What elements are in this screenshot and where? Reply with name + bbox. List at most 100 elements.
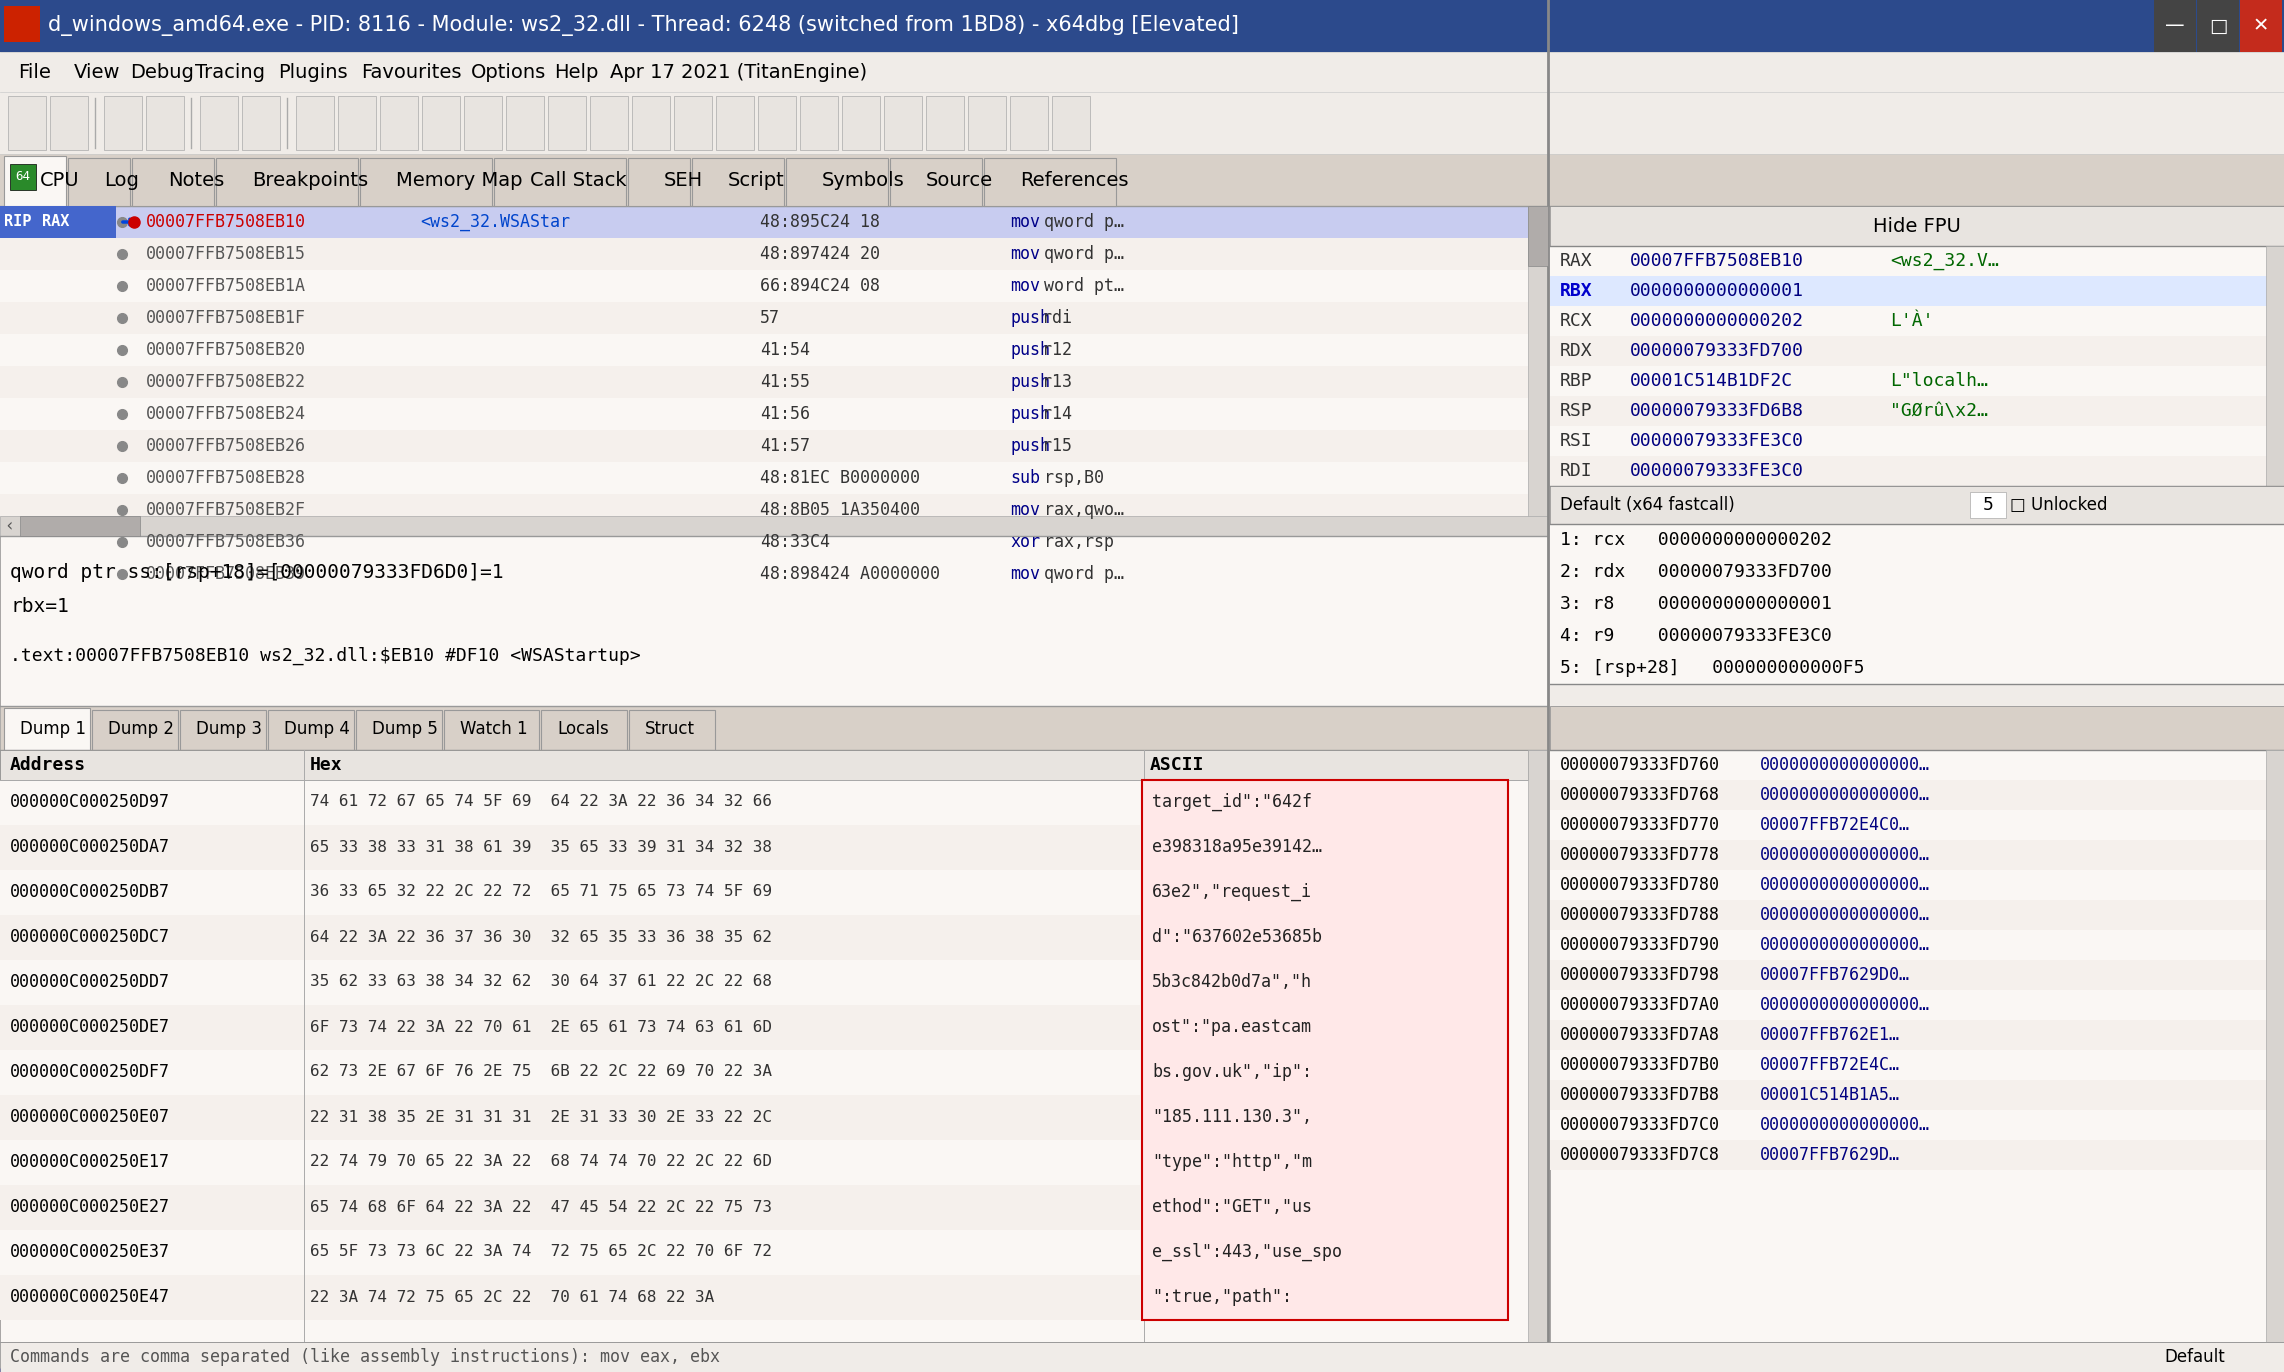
Bar xyxy=(0,516,1549,536)
Text: "type":"http","m: "type":"http","m xyxy=(1151,1152,1311,1170)
Bar xyxy=(2197,0,2238,52)
Text: Favourites: Favourites xyxy=(361,63,461,81)
Bar xyxy=(0,1095,1140,1140)
Bar xyxy=(1551,366,2284,397)
Bar xyxy=(2241,0,2282,52)
Bar xyxy=(0,1050,1140,1095)
Text: SEH: SEH xyxy=(665,172,703,191)
Text: push: push xyxy=(1010,438,1051,456)
Text: 000000C000250E47: 000000C000250E47 xyxy=(9,1288,169,1306)
Bar xyxy=(2266,750,2284,1342)
Text: rbx=1: rbx=1 xyxy=(9,597,69,616)
Bar xyxy=(361,158,491,206)
Text: 00007FFB72E4C…: 00007FFB72E4C… xyxy=(1761,1056,1900,1074)
Bar xyxy=(925,96,964,150)
Text: 0000000000000202: 0000000000000202 xyxy=(1631,311,1804,331)
Text: L'À': L'À' xyxy=(1889,311,1935,331)
Text: RAX: RAX xyxy=(1560,252,1592,270)
Bar xyxy=(132,158,215,206)
Text: target_id":"642f: target_id":"642f xyxy=(1151,793,1311,811)
Bar xyxy=(356,709,443,750)
Bar xyxy=(1551,870,2284,900)
Bar xyxy=(1528,206,1549,536)
Bar xyxy=(5,708,89,750)
Bar xyxy=(5,5,41,43)
Text: rdi: rdi xyxy=(1042,309,1071,327)
Bar xyxy=(1142,781,1507,1320)
Text: 0000000000000000…: 0000000000000000… xyxy=(1761,936,1930,954)
Text: Hide FPU: Hide FPU xyxy=(1873,217,1962,236)
Bar xyxy=(0,52,2284,92)
Text: 00007FFB7508EB20: 00007FFB7508EB20 xyxy=(146,342,306,359)
Bar xyxy=(1551,1080,2284,1110)
Bar xyxy=(758,96,797,150)
Bar xyxy=(1551,336,2284,366)
Text: File: File xyxy=(18,63,50,81)
Text: 00007FFB72E4C0…: 00007FFB72E4C0… xyxy=(1761,816,1909,834)
Text: 0000000000000000…: 0000000000000000… xyxy=(1761,906,1930,923)
Text: Options: Options xyxy=(471,63,546,81)
Bar xyxy=(1551,781,2284,809)
Text: r14: r14 xyxy=(1042,405,1071,423)
Text: 48:81EC B0000000: 48:81EC B0000000 xyxy=(761,469,920,487)
Text: Address: Address xyxy=(9,756,87,774)
Bar xyxy=(1551,1110,2284,1140)
Text: Commands are comma separated (like assembly instructions): mov eax, ebx: Commands are comma separated (like assem… xyxy=(9,1349,719,1367)
Bar xyxy=(21,516,139,536)
Text: 00007FFB7508EB24: 00007FFB7508EB24 xyxy=(146,405,306,423)
Text: 65 5F 73 73 6C 22 3A 74  72 75 65 2C 22 70 6F 72: 65 5F 73 73 6C 22 3A 74 72 75 65 2C 22 7… xyxy=(311,1244,772,1259)
Text: 00007FFB7629D…: 00007FFB7629D… xyxy=(1761,1146,1900,1163)
Text: r13: r13 xyxy=(1042,373,1071,391)
Bar xyxy=(0,915,1140,960)
Text: 63e2","request_i: 63e2","request_i xyxy=(1151,882,1311,901)
Text: 000000C000250E37: 000000C000250E37 xyxy=(9,1243,169,1261)
Text: 00000079333FD760: 00000079333FD760 xyxy=(1560,756,1720,774)
Text: e_ssl":443,"use_spo: e_ssl":443,"use_spo xyxy=(1151,1243,1343,1261)
Bar xyxy=(0,1006,1140,1050)
Text: 00007FFB7508EB1A: 00007FFB7508EB1A xyxy=(146,277,306,295)
Bar xyxy=(1971,493,2005,519)
Bar xyxy=(507,96,544,150)
Bar xyxy=(146,96,185,150)
Text: 22 3A 74 72 75 65 2C 22  70 61 74 68 22 3A: 22 3A 74 72 75 65 2C 22 70 61 74 68 22 3… xyxy=(311,1290,715,1305)
Text: 48:898424 A0000000: 48:898424 A0000000 xyxy=(761,565,941,583)
Text: Dump 2: Dump 2 xyxy=(107,720,174,738)
Text: 00000079333FE3C0: 00000079333FE3C0 xyxy=(1631,462,1804,480)
Text: Dump 5: Dump 5 xyxy=(372,720,439,738)
Text: Default: Default xyxy=(2163,1349,2225,1367)
Text: xor: xor xyxy=(1010,532,1039,552)
Bar xyxy=(0,206,1549,536)
Text: 5b3c842b0d7a","h: 5b3c842b0d7a","h xyxy=(1151,973,1311,991)
Text: 000000C000250E27: 000000C000250E27 xyxy=(9,1198,169,1216)
Text: 65 74 68 6F 64 22 3A 22  47 45 54 22 2C 22 75 73: 65 74 68 6F 64 22 3A 22 47 45 54 22 2C 2… xyxy=(311,1199,772,1214)
Bar xyxy=(297,96,333,150)
Bar xyxy=(2154,0,2195,52)
Text: 00000079333FD7A8: 00000079333FD7A8 xyxy=(1560,1026,1720,1044)
Text: Log: Log xyxy=(105,172,139,191)
Text: rsp,B0: rsp,B0 xyxy=(1035,469,1103,487)
Text: 00007FFB7508EB36: 00007FFB7508EB36 xyxy=(146,532,306,552)
Text: 00000079333FD7C0: 00000079333FD7C0 xyxy=(1560,1115,1720,1135)
Bar xyxy=(0,870,1140,915)
Bar xyxy=(0,750,1528,781)
Text: RDX: RDX xyxy=(1560,342,1592,359)
Text: Dump 4: Dump 4 xyxy=(283,720,349,738)
Bar xyxy=(1010,96,1048,150)
Text: View: View xyxy=(73,63,121,81)
Text: 5: [rsp+28]   000000000000F5: 5: [rsp+28] 000000000000F5 xyxy=(1560,659,1864,676)
Text: 74 61 72 67 65 74 5F 69  64 22 3A 22 36 34 32 66: 74 61 72 67 65 74 5F 69 64 22 3A 22 36 3… xyxy=(311,794,772,809)
Text: e398318a95e39142…: e398318a95e39142… xyxy=(1151,838,1322,856)
Bar xyxy=(843,96,879,150)
Text: RBP: RBP xyxy=(1560,372,1592,390)
Bar xyxy=(379,96,418,150)
Text: "GØrû\x2…: "GØrû\x2… xyxy=(1889,402,1987,420)
Bar xyxy=(423,96,459,150)
Text: 41:55: 41:55 xyxy=(761,373,811,391)
Text: Watch 1: Watch 1 xyxy=(459,720,528,738)
Text: 41:54: 41:54 xyxy=(761,342,811,359)
Text: Hex: Hex xyxy=(311,756,343,774)
Bar xyxy=(1551,840,2284,870)
Text: 64 22 3A 22 36 37 36 30  32 65 35 33 36 38 35 62: 64 22 3A 22 36 37 36 30 32 65 35 33 36 3… xyxy=(311,929,772,944)
Text: d_windows_amd64.exe - PID: 8116 - Module: ws2_32.dll - Thread: 6248 (switched fr: d_windows_amd64.exe - PID: 8116 - Module… xyxy=(48,15,1238,37)
Bar xyxy=(0,707,1549,750)
